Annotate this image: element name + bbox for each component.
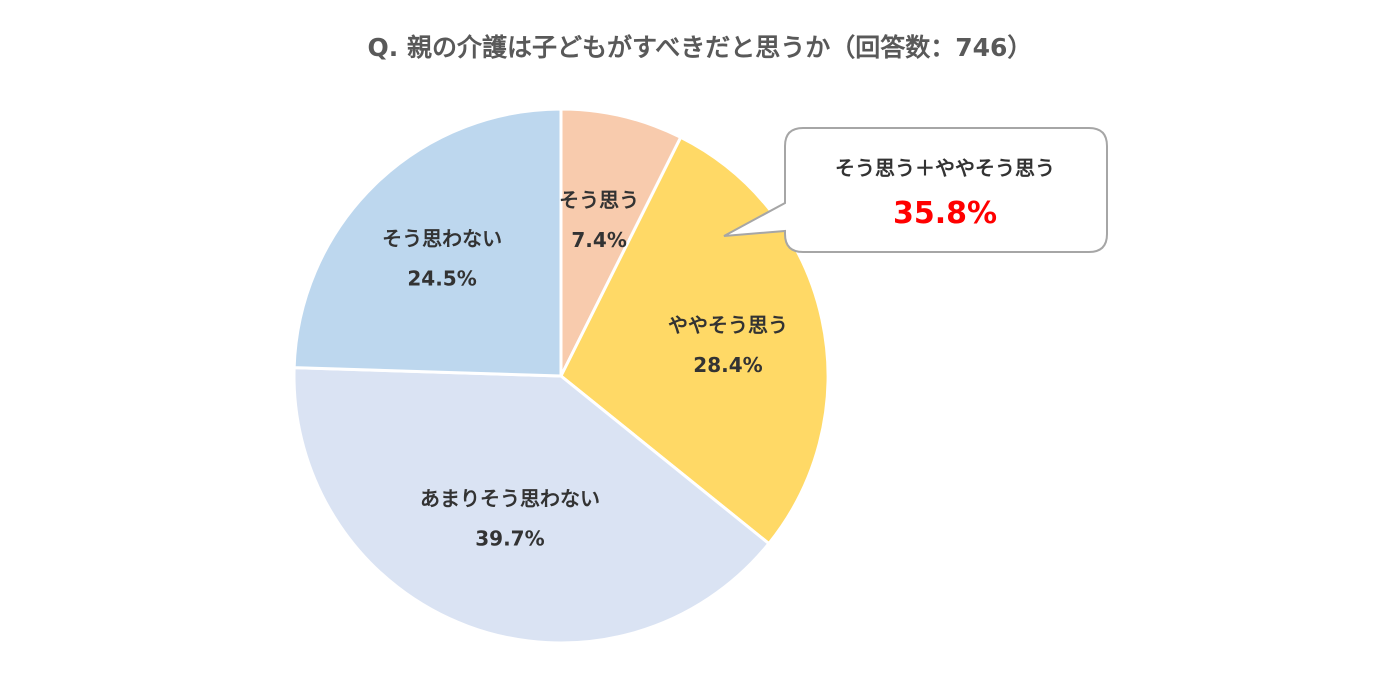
slice-value: 24.5% — [407, 266, 476, 290]
callout-label: そう思う＋ややそう思う — [835, 156, 1055, 180]
slice-value: 39.7% — [475, 527, 544, 551]
slice-label: そう思う — [559, 188, 639, 212]
pie-slices — [292, 107, 830, 645]
pie-labels: そう思う 7.4% ややそう思う 28.4% あまりそう思わない 39.7% そう思わない 2… — [382, 188, 788, 551]
callout-value: 35.8% — [893, 196, 997, 231]
callout: そう思う＋ややそう思う 35.8% — [723, 127, 1108, 253]
slice-label: そう思わない — [382, 226, 502, 250]
slice-yaya-sou-omou — [559, 135, 830, 546]
slice-sou-omou — [559, 107, 683, 377]
slice-label: ややそう思う — [668, 313, 788, 337]
chart-title: Q. 親の介護は子どもがすべきだと思うか（回答数：746） — [368, 33, 1033, 62]
slice-value: 7.4% — [571, 228, 626, 252]
slice-amari-sou-omowanai — [292, 366, 771, 645]
slice-value: 28.4% — [693, 353, 762, 377]
slice-sou-omowanai — [292, 107, 563, 378]
callout-bubble — [723, 127, 1108, 253]
slice-label: あまりそう思わない — [420, 487, 600, 511]
